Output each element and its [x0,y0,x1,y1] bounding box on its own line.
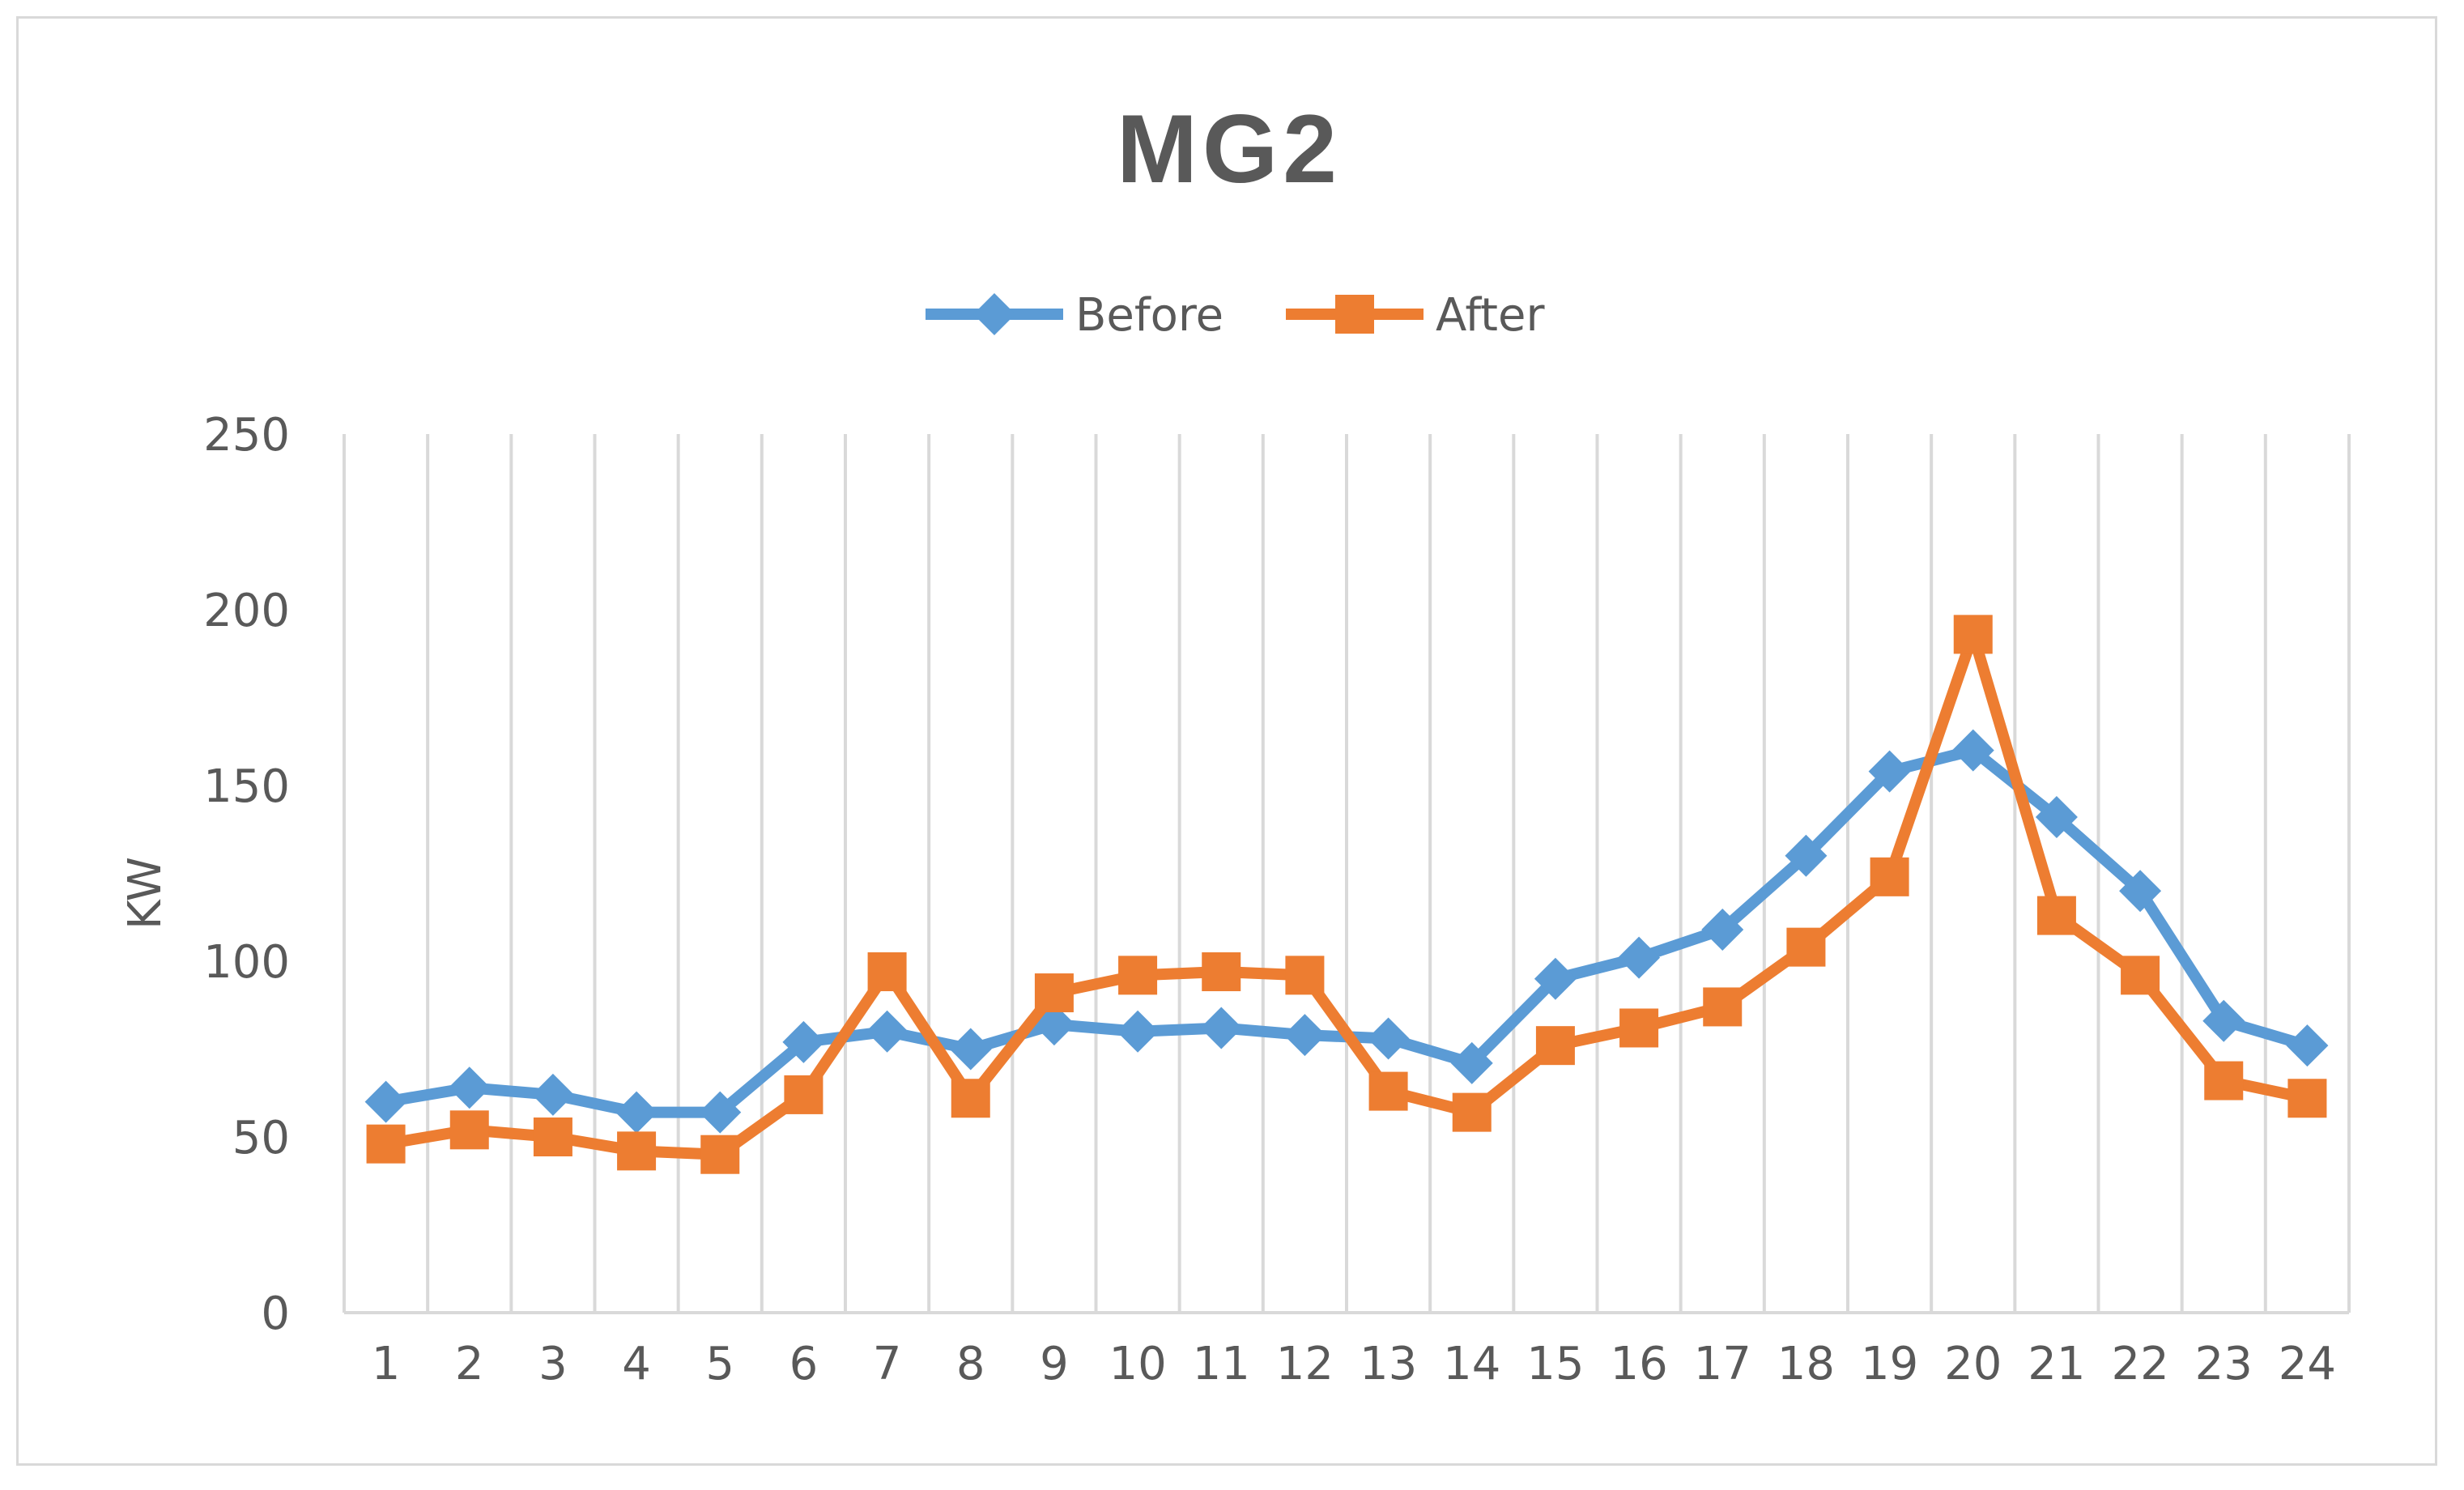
x-axis-ticks: 1 2 3 4 5 6 7 8 9 10 11 12 13 14 15 16 17 18 19 20 21 22 23 24 [372,1338,2336,1390]
legend-item-after: After [1286,289,1545,342]
x-tick-label: 24 [2279,1338,2336,1390]
x-tick-label: 21 [2028,1338,2085,1390]
x-tick-label: 9 [1040,1338,1069,1390]
data-point [1118,956,1158,995]
x-tick-label: 19 [1861,1338,1918,1390]
x-tick-label: 15 [1526,1338,1584,1390]
data-point [1117,1010,1160,1053]
x-tick-label: 11 [1193,1338,1250,1390]
y-tick-label: 0 [261,1288,290,1340]
data-point [1452,1092,1492,1132]
x-tick-label: 2 [455,1338,484,1390]
data-point [951,1079,990,1118]
x-tick-label: 6 [789,1338,819,1390]
series-group [364,615,2329,1174]
data-point [2287,1079,2327,1118]
data-point [1450,1041,1493,1084]
data-point [2035,796,2078,839]
data-point [2204,1061,2244,1100]
y-tick-label: 50 [232,1112,290,1164]
data-point [2036,896,2076,935]
data-point [364,1080,407,1123]
data-point [1202,952,1241,992]
data-point [2121,956,2160,995]
x-tick-label: 23 [2195,1338,2253,1390]
data-point [1701,908,1744,951]
x-tick-label: 22 [2111,1338,2168,1390]
x-tick-label: 10 [1109,1338,1166,1390]
y-tick-label: 200 [203,585,290,637]
data-point [617,1131,657,1171]
data-point [866,1010,909,1053]
x-tick-label: 12 [1276,1338,1334,1390]
series-after [366,615,2327,1174]
data-point [1368,1071,1408,1111]
data-point [2286,1024,2329,1067]
y-tick-label: 150 [203,760,290,813]
data-point [1703,987,1743,1027]
legend-marker [1335,295,1374,334]
data-point [1285,956,1325,995]
legend: Before After [926,289,1545,342]
data-point [533,1118,572,1156]
data-point [448,1066,491,1109]
x-tick-label: 13 [1360,1338,1417,1390]
x-tick-label: 17 [1694,1338,1751,1390]
x-tick-label: 3 [538,1338,568,1390]
legend-label: Before [1075,289,1223,342]
data-point [1951,729,1994,772]
data-point [1785,834,1828,877]
data-point [531,1073,574,1116]
data-point [700,1135,740,1174]
y-tick-label: 250 [203,409,290,462]
legend-item-before: Before [926,289,1223,342]
data-point [615,1091,658,1134]
x-tick-label: 18 [1777,1338,1835,1390]
y-axis-label: KW [119,857,172,930]
data-point [867,952,907,992]
data-point [1868,750,1911,793]
x-tick-label: 1 [372,1338,401,1390]
data-point [1619,1008,1659,1048]
data-point [949,1028,992,1071]
x-tick-label: 7 [873,1338,902,1390]
y-axis-ticks: 0 50 100 150 200 250 [203,409,290,1340]
data-point [1367,1017,1410,1060]
data-point [699,1091,742,1134]
data-point [1283,1014,1326,1057]
gridlines [343,434,2351,1314]
data-point [2202,999,2245,1042]
data-point [1786,927,1826,967]
data-point [1535,1026,1575,1066]
legend-label: After [1436,289,1545,342]
x-tick-label: 16 [1610,1338,1667,1390]
x-tick-label: 5 [705,1338,734,1390]
data-point [1618,936,1661,979]
y-tick-label: 100 [203,936,290,989]
data-point [449,1110,489,1150]
x-tick-label: 14 [1443,1338,1500,1390]
chart-title: MG2 [1117,95,1342,203]
data-point [2119,870,2162,913]
data-point [1200,1007,1243,1049]
legend-marker [973,293,1015,335]
data-point [1034,973,1074,1013]
data-point [784,1075,823,1114]
data-point [1534,957,1577,1000]
data-point [366,1124,406,1164]
data-point [782,1020,825,1063]
x-tick-label: 4 [622,1338,651,1390]
data-point [1870,857,1909,896]
data-point [1953,615,1993,654]
x-tick-label: 8 [956,1338,985,1390]
x-tick-label: 20 [1944,1338,2002,1390]
